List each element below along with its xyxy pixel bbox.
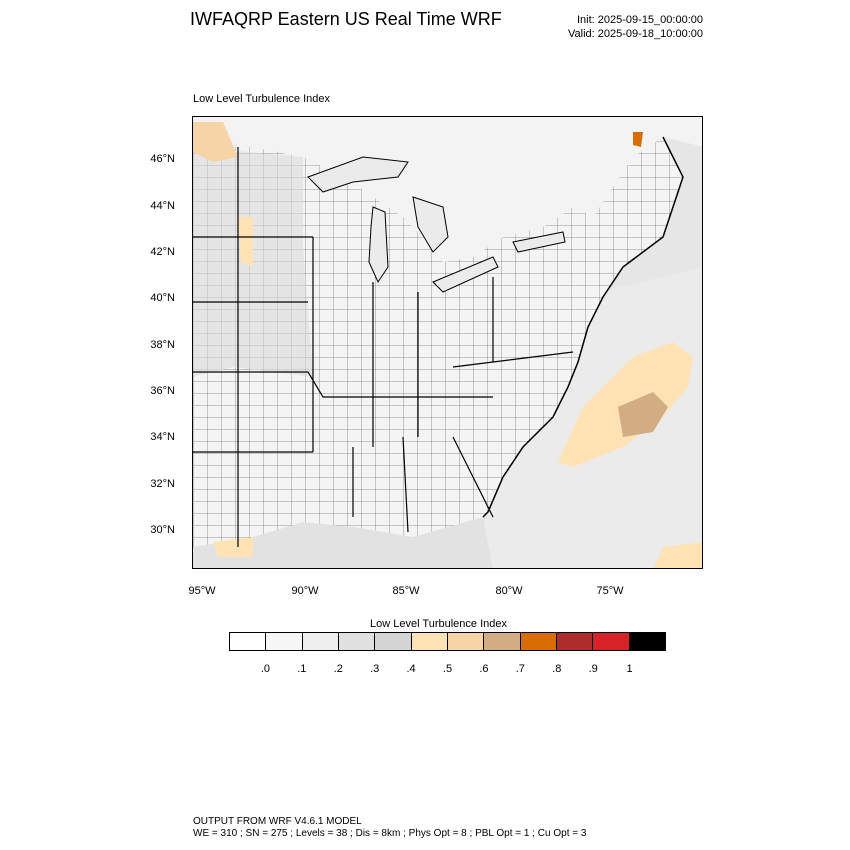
colorbar-label: .4 <box>406 663 416 675</box>
colorbar-cell <box>230 633 267 650</box>
colorbar-cell <box>375 633 412 650</box>
colorbar-label: .6 <box>479 663 489 675</box>
gulf-of-mexico <box>193 517 493 568</box>
plot-title: Low Level Turbulence Index <box>193 93 330 105</box>
lake-ontario <box>512 231 566 253</box>
colorbar-label: .7 <box>515 663 525 675</box>
map-panel <box>192 116 703 569</box>
colorbar-cell <box>593 633 630 650</box>
valid-time: Valid: 2025-09-18_10:00:00 <box>568 28 703 40</box>
lat-label-44: 44°N <box>150 200 175 212</box>
map-graphic <box>193 117 702 568</box>
lake-superior <box>307 156 409 193</box>
colorbar-cell <box>266 633 303 650</box>
lon-label-75: 75°W <box>596 585 624 597</box>
colorbar-cell <box>556 633 594 650</box>
lon-label-85: 85°W <box>392 585 420 597</box>
colorbar-cell <box>484 633 521 650</box>
colorbar-cell <box>338 633 376 650</box>
footer-line-1: OUTPUT FROM WRF V4.6.1 MODEL <box>193 816 362 827</box>
lat-label-34: 34°N <box>150 431 175 443</box>
turbulence-patch-iowa <box>238 217 253 267</box>
lat-label-32: 32°N <box>150 478 175 490</box>
footer-line-2: WE = 310 ; SN = 275 ; Levels = 38 ; Dis … <box>193 828 587 839</box>
east-coastline <box>482 136 684 518</box>
lat-label-46: 46°N <box>150 153 175 165</box>
colorbar-label: 1 <box>626 663 633 675</box>
turbulence-patch-northwest <box>193 122 238 162</box>
lake-erie <box>432 256 499 293</box>
lake-huron <box>412 196 449 253</box>
turbulence-patch-gulf-west <box>213 537 253 557</box>
colorbar-label: .9 <box>588 663 598 675</box>
canada-land <box>193 117 702 262</box>
turbulence-core-atlantic <box>618 392 668 437</box>
lake-michigan <box>368 206 389 284</box>
colorbar-label: .8 <box>552 663 562 675</box>
colorbar-label: .1 <box>297 663 307 675</box>
lat-label-30: 30°N <box>150 524 175 536</box>
lat-label-42: 42°N <box>150 246 175 258</box>
lon-label-90: 90°W <box>291 585 319 597</box>
time-info: Init: 2025-09-15_00:00:00 Valid: 2025-09… <box>568 13 703 41</box>
init-time: Init: 2025-09-15_00:00:00 <box>577 14 703 26</box>
footer: OUTPUT FROM WRF V4.6.1 MODEL WE = 310 ; … <box>193 816 586 840</box>
colorbar-cell <box>447 633 485 650</box>
colorbar-cell <box>520 633 557 650</box>
lat-label-40: 40°N <box>150 292 175 304</box>
colorbar-cell <box>411 633 448 650</box>
colorbar-label: .0 <box>260 663 270 675</box>
colorbar-label: .3 <box>370 663 380 675</box>
colorbar <box>229 632 666 651</box>
turbulence-patch-south-atlantic <box>653 542 702 568</box>
page-title: IWFAQRP Eastern US Real Time WRF <box>190 9 502 29</box>
state-boundaries <box>193 147 574 547</box>
turbulence-patch-maine <box>633 132 643 147</box>
colorbar-cell <box>629 633 665 650</box>
colorbar-label: .5 <box>442 663 453 675</box>
lon-label-80: 80°W <box>495 585 523 597</box>
lon-label-95: 95°W <box>188 585 216 597</box>
colorbar-title: Low Level Turbulence Index <box>370 618 507 630</box>
colorbar-cell <box>302 633 339 650</box>
colorbar-label: .2 <box>333 663 343 675</box>
lat-label-36: 36°N <box>150 385 175 397</box>
lat-label-38: 38°N <box>150 339 175 351</box>
